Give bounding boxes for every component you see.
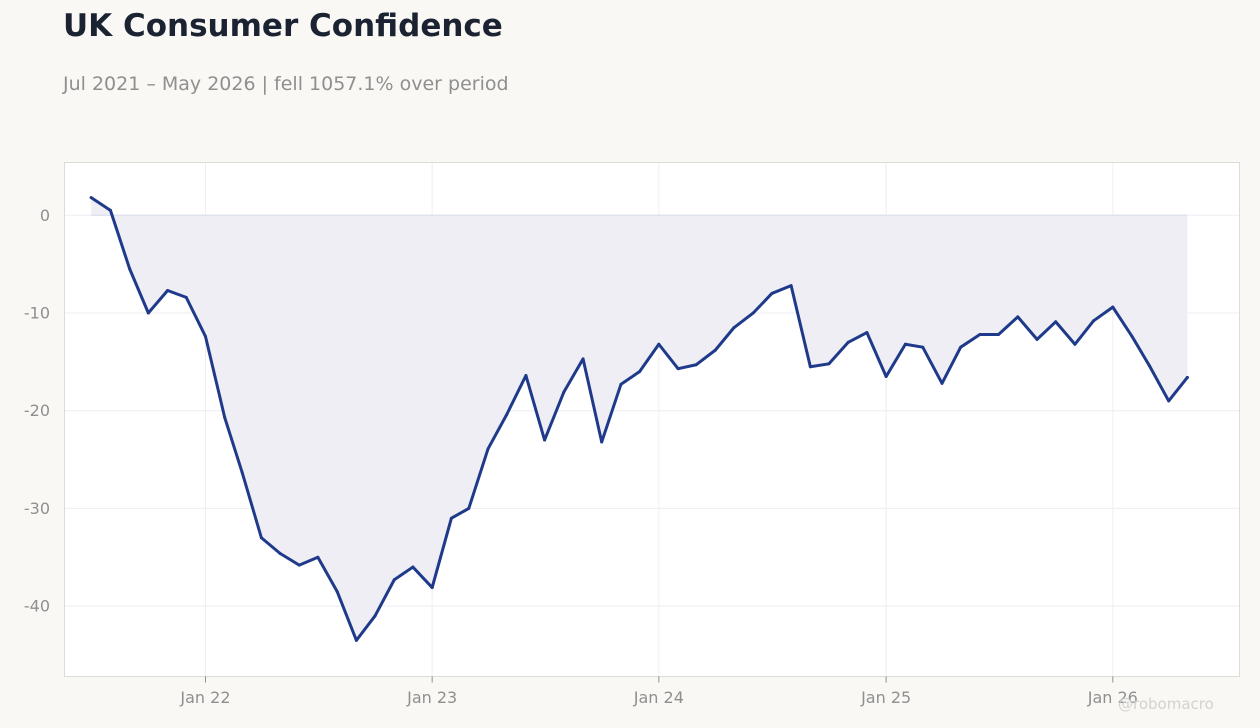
data-point	[278, 551, 282, 555]
data-point	[1073, 342, 1077, 346]
data-point	[732, 326, 736, 330]
data-point	[827, 362, 831, 366]
data-point	[373, 614, 377, 618]
y-tick-label: -20	[24, 401, 50, 420]
data-point	[676, 367, 680, 371]
data-point	[1167, 399, 1171, 403]
data-point	[789, 284, 793, 288]
data-point	[1147, 364, 1151, 368]
data-point	[978, 332, 982, 336]
data-point	[203, 334, 207, 338]
data-point	[808, 365, 812, 369]
data-point	[335, 589, 339, 593]
x-tick-label: Jan 22	[179, 688, 230, 707]
data-point	[1111, 305, 1115, 309]
data-point	[240, 470, 244, 474]
data-point	[486, 447, 490, 451]
plot-frame	[64, 162, 1240, 677]
data-point	[770, 291, 774, 295]
data-point	[392, 578, 396, 582]
data-point	[430, 586, 434, 590]
data-point	[128, 267, 132, 271]
x-tick-label: Jan 26	[1087, 688, 1138, 707]
data-point	[297, 563, 301, 567]
data-point	[921, 345, 925, 349]
data-point	[581, 357, 585, 361]
series-area-fill	[91, 197, 1188, 641]
data-point	[657, 342, 661, 346]
data-point	[166, 289, 170, 293]
data-point	[146, 311, 150, 315]
x-tick-label: Jan 24	[633, 688, 684, 707]
data-point	[1016, 315, 1020, 319]
watermark: @robomacro	[1118, 695, 1214, 713]
data-point	[89, 196, 93, 200]
y-tick-label: -10	[24, 303, 50, 322]
y-tick-label: -30	[24, 499, 50, 518]
data-point	[865, 331, 869, 335]
data-point	[505, 413, 509, 417]
data-point	[846, 340, 850, 344]
data-point	[1185, 375, 1189, 379]
data-point	[1054, 320, 1058, 324]
data-point	[884, 375, 888, 379]
data-point	[940, 381, 944, 385]
data-point	[694, 363, 698, 367]
data-point	[316, 555, 320, 559]
data-point	[619, 382, 623, 386]
data-point	[184, 295, 188, 299]
data-point	[751, 311, 755, 315]
y-tick-label: 0	[40, 206, 50, 225]
data-point	[411, 565, 415, 569]
data-point	[638, 370, 642, 374]
data-point	[467, 506, 471, 510]
data-point	[997, 332, 1001, 336]
y-tick-label: -40	[24, 597, 50, 616]
data-point	[223, 416, 227, 420]
data-point	[1035, 337, 1039, 341]
data-point	[1092, 319, 1096, 323]
data-point	[959, 345, 963, 349]
data-point	[543, 438, 547, 442]
chart-title: UK Consumer Confidence	[63, 8, 503, 44]
chart-subtitle: Jul 2021 – May 2026 | fell 1057.1% over …	[63, 73, 509, 95]
data-point	[354, 638, 358, 642]
data-point	[600, 440, 604, 444]
data-point	[259, 536, 263, 540]
data-point	[562, 390, 566, 394]
x-tick-label: Jan 23	[406, 688, 457, 707]
data-point	[903, 342, 907, 346]
data-point	[449, 516, 453, 520]
x-tick-label: Jan 25	[860, 688, 911, 707]
series-points	[89, 196, 1189, 642]
data-point	[524, 374, 528, 378]
data-point	[713, 348, 717, 352]
data-point	[1130, 334, 1134, 338]
data-point	[108, 208, 112, 212]
